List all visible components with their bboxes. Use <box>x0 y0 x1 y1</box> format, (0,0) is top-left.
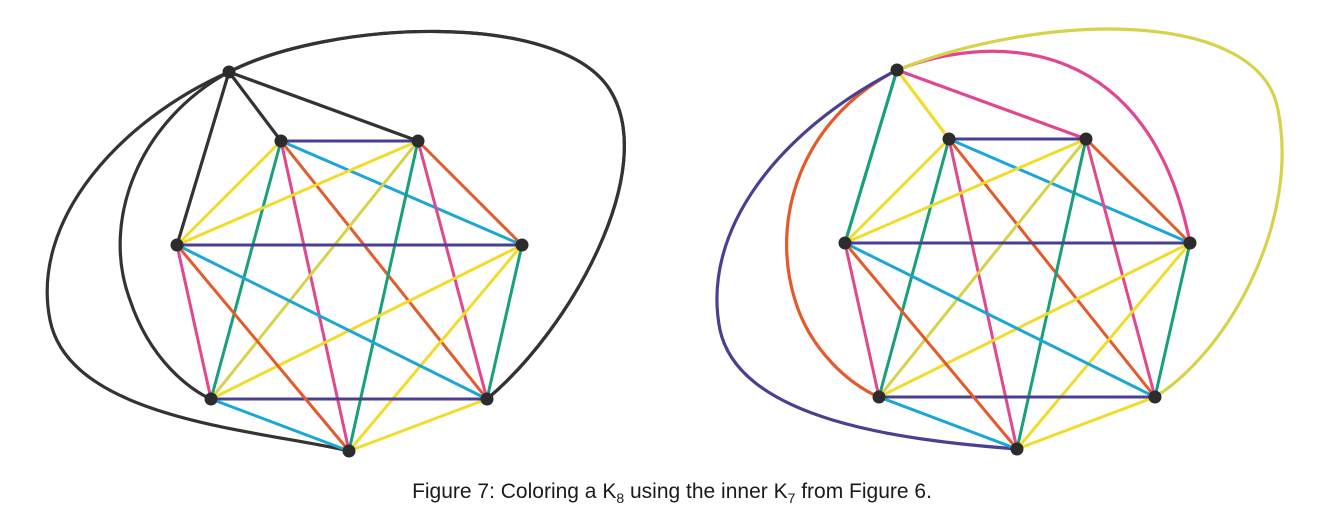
edge-top-right-bottom-right <box>416 139 489 401</box>
edge-bottom-left <box>843 241 1019 451</box>
edge-top-right-bottom-left <box>209 139 420 401</box>
edge-top-right-right <box>416 139 524 247</box>
vertex-top-right <box>411 134 425 148</box>
caption-middle: using the inner K <box>624 480 788 503</box>
edge-top-right-left <box>175 139 420 247</box>
figure-caption: Figure 7: Coloring a K8 using the inner … <box>0 480 1344 506</box>
edge-top-left-bottom <box>947 137 1019 451</box>
edge-outer-to-bottom-left <box>785 68 899 399</box>
edge-top-left-left <box>843 137 951 245</box>
edge-outer-to-right <box>895 49 1192 245</box>
edge-outer-to-bottom <box>45 70 351 453</box>
edge-top-right-bottom <box>1015 137 1088 451</box>
figure-7-graphs <box>45 27 1284 458</box>
vertex-bottom <box>342 444 356 458</box>
edge-outer-to-right <box>227 29 626 401</box>
vertex-bottom <box>1010 442 1024 456</box>
edge-bottom-left-left <box>843 241 881 399</box>
edge-bottom-left-left <box>175 243 213 401</box>
caption-prefix: Figure 7: Coloring a K <box>412 480 617 503</box>
vertex-outer <box>890 63 904 77</box>
edge-outer-to-bottom-left <box>118 70 231 401</box>
edge-top-left-right <box>947 137 1192 245</box>
edge-top-left-right <box>279 139 524 247</box>
edge-outer-to-left <box>175 70 231 247</box>
edge-outer-to-bottom-right <box>895 27 1284 399</box>
caption-suffix: from Figure 6. <box>795 480 932 503</box>
edge-outer-to-top-right <box>895 68 1088 141</box>
edge-top-left-bottom <box>279 139 351 453</box>
edge-bottom-bottom-left <box>209 397 351 453</box>
caption-subscript-7: 7 <box>787 490 796 507</box>
edge-top-right-bottom <box>347 139 420 453</box>
edge-outer-to-bottom-right <box>228 29 626 401</box>
edge-right-bottom-right <box>485 243 524 401</box>
edge-bottom-right-bottom <box>347 397 489 453</box>
edge-outer-to-bottom <box>715 68 1019 451</box>
edge-right-bottom-right <box>1153 241 1192 399</box>
edge-bottom-right-left <box>843 241 1157 399</box>
vertex-left <box>838 236 852 250</box>
edge-top-right-bottom-left <box>877 137 1088 399</box>
vertex-right <box>1183 236 1197 250</box>
edge-bottom-bottom-left <box>877 395 1019 451</box>
edge-outer-to-top-left <box>895 68 951 141</box>
edge-outer-to-left <box>843 68 899 245</box>
k8-graph-colored <box>715 27 1284 456</box>
edge-bottom-right-bottom <box>1015 395 1157 451</box>
vertex-left <box>170 238 184 252</box>
edge-top-right-right <box>1084 137 1192 245</box>
edge-top-left-bottom-left <box>209 139 283 401</box>
k8-graph-uncolored <box>45 29 626 458</box>
vertex-bottom-right <box>1148 390 1162 404</box>
vertex-top-left <box>942 132 956 146</box>
vertex-bottom-left <box>204 392 218 406</box>
vertex-bottom-left <box>872 390 886 404</box>
edge-right-bottom-left <box>209 243 524 401</box>
edge-top-left-left <box>175 139 283 247</box>
edge-bottom-left <box>175 243 351 453</box>
caption-subscript-8: 8 <box>616 490 625 507</box>
edge-right-bottom <box>347 243 524 453</box>
vertex-top-right <box>1079 132 1093 146</box>
edge-top-right-bottom-right <box>1084 137 1157 399</box>
edge-right-bottom <box>1015 241 1192 451</box>
vertex-outer <box>222 65 236 79</box>
edge-top-right-left <box>843 137 1088 245</box>
edge-bottom-right-left <box>175 243 489 401</box>
vertex-right <box>515 238 529 252</box>
edge-outer-to-top-right <box>227 70 420 143</box>
vertex-bottom-right <box>480 392 494 406</box>
edge-top-left-bottom-left <box>877 137 951 399</box>
vertex-top-left <box>274 134 288 148</box>
edge-right-bottom-left <box>877 241 1192 399</box>
edge-outer-to-top-left <box>227 70 283 143</box>
